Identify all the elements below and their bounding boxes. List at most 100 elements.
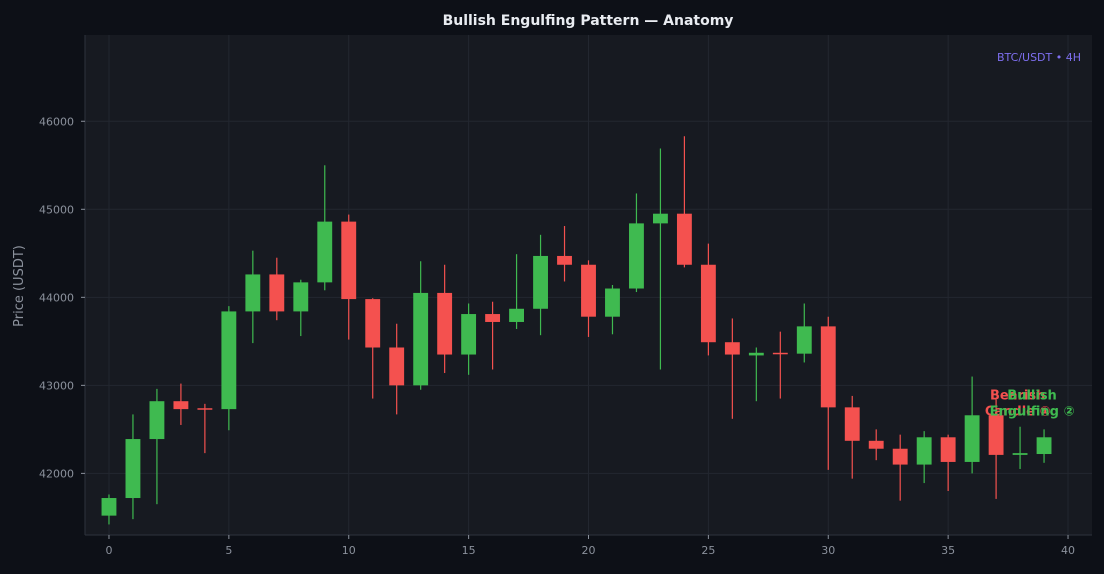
- candle-body: [940, 437, 956, 462]
- bearish-candle: [485, 301, 501, 370]
- bullish-candle: [245, 250, 261, 344]
- x-tick-label: 0: [105, 544, 112, 557]
- bullish-candle: [605, 285, 620, 335]
- symbol-timeframe-label: BTC/USDT • 4H: [997, 51, 1081, 64]
- bearish-candle: [365, 298, 381, 399]
- bearish-candle: [173, 383, 189, 425]
- bearish-candle: [988, 399, 1004, 499]
- candle-body: [892, 448, 908, 465]
- candle-body: [629, 223, 644, 289]
- bullish-candle: [461, 303, 477, 375]
- y-tick-label: 43000: [39, 379, 74, 392]
- bullish-candle: [916, 431, 932, 484]
- candle-body: [1036, 437, 1052, 455]
- bearish-candle: [772, 331, 788, 399]
- x-tick-label: 40: [1061, 544, 1075, 557]
- y-tick-label: 42000: [39, 467, 74, 480]
- bearish-candle: [437, 264, 453, 374]
- x-tick-label: 20: [582, 544, 596, 557]
- candle-body: [916, 437, 932, 465]
- candle-body: [844, 407, 860, 441]
- bullish-candle: [1012, 426, 1028, 469]
- candle-body: [389, 347, 405, 386]
- bullish-candle: [796, 303, 812, 363]
- candle-body: [772, 352, 788, 355]
- candle-body: [437, 292, 453, 355]
- bearish-candle: [197, 403, 213, 454]
- bearish-candle: [676, 136, 692, 268]
- x-tick-label: 35: [941, 544, 955, 557]
- bearish-candle: [940, 434, 956, 491]
- bearish-candle: [389, 323, 405, 415]
- bullish-candle: [293, 279, 309, 337]
- bullish-candle: [101, 494, 117, 525]
- annotation-line: Engulfing ②: [990, 404, 1075, 419]
- candle-body: [581, 264, 596, 317]
- bearish-candle: [844, 395, 860, 479]
- candle-body: [1012, 453, 1028, 455]
- x-tick-label: 15: [462, 544, 476, 557]
- candle-body: [724, 342, 740, 355]
- candle-body: [557, 255, 572, 265]
- bearish-candle: [820, 316, 836, 470]
- chart-title: Bullish Engulfing Pattern — Anatomy: [443, 13, 734, 29]
- candle-body: [605, 288, 620, 317]
- candle-body: [533, 255, 548, 309]
- bullish-candle: [748, 347, 764, 402]
- x-tick-label: 25: [701, 544, 715, 557]
- candle-body: [676, 213, 692, 265]
- candle-body: [173, 401, 189, 410]
- x-tick-label: 30: [821, 544, 835, 557]
- candle-body: [988, 415, 1004, 455]
- bearish-candle: [341, 214, 357, 340]
- candle-body: [341, 221, 357, 300]
- bullish-candle: [149, 388, 165, 505]
- y-tick-label: 44000: [39, 291, 74, 304]
- candle-body: [149, 401, 165, 440]
- bearish-candle: [581, 260, 596, 337]
- candle-body: [868, 440, 884, 449]
- x-tick-label: 10: [342, 544, 356, 557]
- annotation-bullish-engulfing: Bullish Engulfing ②: [990, 388, 1075, 419]
- candle-body: [796, 326, 812, 354]
- y-tick-label: 46000: [39, 115, 74, 128]
- bullish-candle: [533, 234, 548, 336]
- candle-body: [748, 352, 764, 356]
- bullish-candle: [413, 261, 429, 390]
- candle-body: [964, 415, 980, 462]
- bearish-candle: [557, 226, 572, 282]
- bearish-candle: [700, 243, 716, 356]
- candle-body: [125, 439, 141, 499]
- bearish-candle: [868, 429, 884, 461]
- bearish-candle: [269, 257, 285, 321]
- candle-body: [197, 408, 213, 410]
- annotation-bearish-candle: Bearish Candle ①: [985, 388, 1051, 419]
- annotation-line: Bullish: [1007, 388, 1057, 403]
- candle-body: [101, 498, 117, 516]
- candle-body: [245, 274, 261, 312]
- bullish-candle: [317, 165, 333, 291]
- x-tick-label: 5: [225, 544, 232, 557]
- candle-body: [461, 314, 477, 355]
- annotation-line: Candle ①: [985, 404, 1051, 419]
- bullish-candle: [629, 193, 644, 293]
- y-tick-label: 45000: [39, 203, 74, 216]
- candle-body: [413, 292, 429, 386]
- bullish-candle: [1036, 429, 1052, 463]
- bearish-candle: [724, 318, 740, 419]
- candle-body: [700, 264, 716, 343]
- candle-body: [820, 326, 836, 408]
- candle-body: [652, 213, 668, 224]
- candle-body: [293, 282, 309, 312]
- y-axis-label: Price (USDT): [12, 245, 27, 327]
- bullish-candle: [509, 254, 525, 330]
- bullish-candle: [964, 376, 980, 474]
- annotation-line: Bearish: [990, 388, 1045, 403]
- bullish-candle: [125, 414, 141, 520]
- bullish-candle: [221, 306, 237, 431]
- candle-body: [269, 274, 285, 312]
- candle-body: [365, 299, 381, 348]
